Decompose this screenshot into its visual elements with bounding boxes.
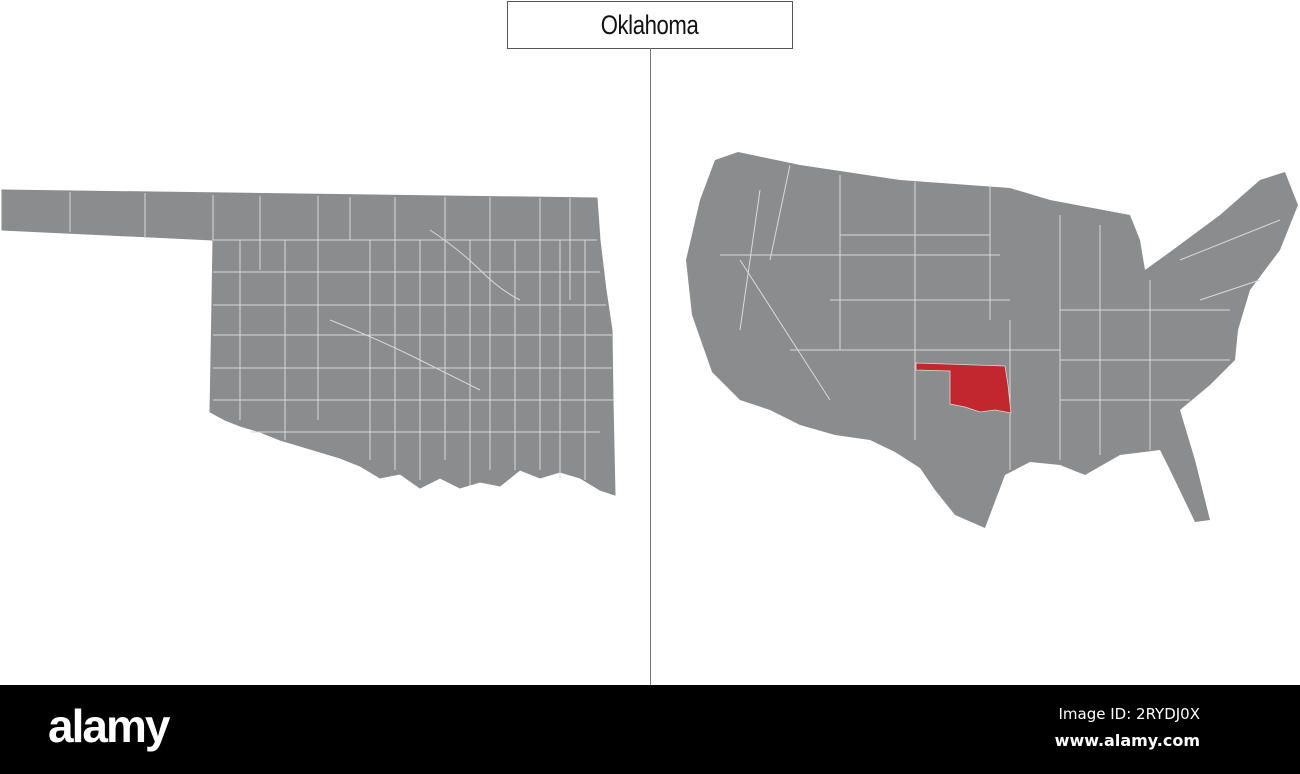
- divider-line: [650, 48, 651, 685]
- image-id: Image ID: 2RYDJ0X: [1058, 705, 1200, 723]
- oklahoma-county-map: [1, 189, 616, 496]
- usa-state-map: [686, 152, 1298, 528]
- maps-canvas: [1, 152, 1298, 528]
- site-link[interactable]: www.alamy.com: [1054, 731, 1200, 750]
- oklahoma-outline: [1, 189, 616, 496]
- state-borders: [720, 164, 1281, 470]
- map-title: Oklahoma: [507, 1, 793, 49]
- footer-bar: alamy Image ID: 2RYDJ0X www.alamy.com: [0, 685, 1300, 774]
- usa-outline: [686, 152, 1298, 528]
- title-text: Oklahoma: [601, 9, 699, 40]
- county-borders: [69, 192, 613, 486]
- oklahoma-highlight: [915, 362, 1012, 414]
- alamy-logo: alamy: [48, 700, 170, 752]
